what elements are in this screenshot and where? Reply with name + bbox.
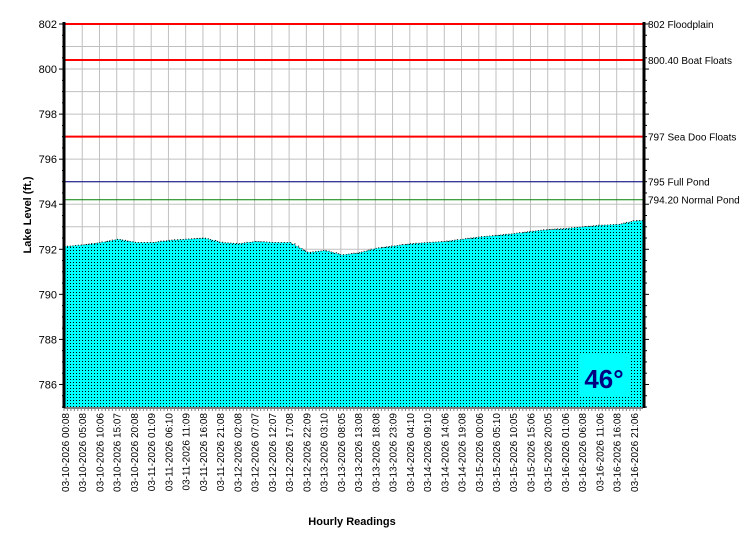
x-tick-label: 03-11-2026 21:08 [216, 413, 227, 492]
x-tick-labels: 03-10-2026 00:08 03-10-2026 05:08 03-10-20… [61, 413, 641, 492]
data-area [64, 220, 643, 407]
x-tick-label: 03-10-2026 20:08 [130, 413, 141, 492]
reference-line-label: 797 Sea Doo Floats [648, 133, 736, 144]
y-tick-label: 792 [39, 244, 57, 256]
y-tick-label: 786 [39, 379, 57, 391]
y-axis-label: Lake Level (ft.) [22, 176, 34, 253]
x-tick-label: 03-10-2026 15:07 [113, 413, 124, 492]
x-tick-label: 03-11-2026 06:10 [164, 413, 175, 492]
level-outline [64, 220, 643, 256]
x-tick-label: 03-12-2026 22:09 [302, 413, 313, 492]
x-tick-label: 03-15-2026 10:05 [509, 413, 520, 492]
x-tick-label: 03-11-2026 01:09 [147, 413, 158, 492]
x-tick-label: 03-14-2026 04:10 [406, 413, 417, 492]
reference-line-label: 794.20 Normal Pond [648, 196, 740, 207]
x-tick-label: 03-15-2026 05:10 [492, 413, 503, 492]
temperature-badge: 46° [580, 355, 630, 397]
reference-line-label: 800.40 Boat Floats [648, 56, 732, 67]
y-tick-labels: 786 788 790 792 794 796 798 800 802 [39, 19, 57, 391]
x-tick-label: 03-13-2026 23:09 [389, 413, 400, 492]
x-tick-label: 03-10-2026 00:08 [61, 413, 72, 492]
x-tick-label: 03-10-2026 05:08 [78, 413, 89, 492]
x-tick-label: 03-12-2026 02:08 [233, 413, 244, 492]
x-tick-label: 03-14-2026 14:06 [440, 413, 451, 492]
y-tick-label: 800 [39, 64, 57, 76]
x-tick-label: 03-16-2026 21:06 [630, 413, 641, 492]
x-tick-label: 03-13-2026 03:10 [320, 413, 331, 492]
x-tick-label: 03-16-2026 01:06 [561, 413, 572, 492]
x-tick-label: 03-12-2026 07:07 [251, 413, 262, 492]
y-tick-label: 796 [39, 154, 57, 166]
y-tick-label: 794 [39, 199, 57, 211]
x-tick-label: 03-11-2026 16:08 [199, 413, 210, 492]
y-tick-label: 802 [39, 19, 57, 31]
x-tick-label: 03-15-2026 20:05 [544, 413, 555, 492]
y-tick-label: 790 [39, 289, 57, 301]
x-tick-label: 03-16-2026 16:08 [613, 413, 624, 492]
level-area [64, 220, 643, 407]
x-tick-label: 03-12-2026 12:07 [268, 413, 279, 492]
x-tick-label: 03-15-2026 15:06 [526, 413, 537, 492]
x-tick-label: 03-14-2026 19:08 [458, 413, 469, 492]
x-tick-label: 03-14-2026 09:10 [423, 413, 434, 492]
x-tick-label: 03-13-2026 18:08 [371, 413, 382, 492]
reference-line-label: 802 Floodplain [648, 20, 714, 31]
x-tick-label: 03-11-2026 11:09 [182, 413, 193, 491]
reference-line-label: 795 Full Pond [648, 178, 710, 189]
temperature-value: 46° [584, 364, 623, 394]
x-tick-label: 03-12-2026 17:08 [285, 413, 296, 492]
x-tick-label: 03-10-2026 10:06 [95, 413, 106, 492]
x-tick-label: 03-16-2026 11:06 [595, 413, 606, 492]
x-tick-label: 03-13-2026 08:05 [337, 413, 348, 492]
x-tick-label: 03-16-2026 06:08 [578, 413, 589, 492]
y-tick-label: 798 [39, 109, 57, 121]
y-tick-label: 788 [39, 334, 57, 346]
reference-lines: 802 Floodplain 800.40 Boat Floats 797 Sea … [64, 20, 740, 207]
x-tick-label: 03-13-2026 13:08 [354, 413, 365, 492]
x-axis-label: Hourly Readings [308, 516, 395, 528]
x-tick-label: 03-15-2026 00:06 [475, 413, 486, 492]
axes [59, 22, 649, 411]
